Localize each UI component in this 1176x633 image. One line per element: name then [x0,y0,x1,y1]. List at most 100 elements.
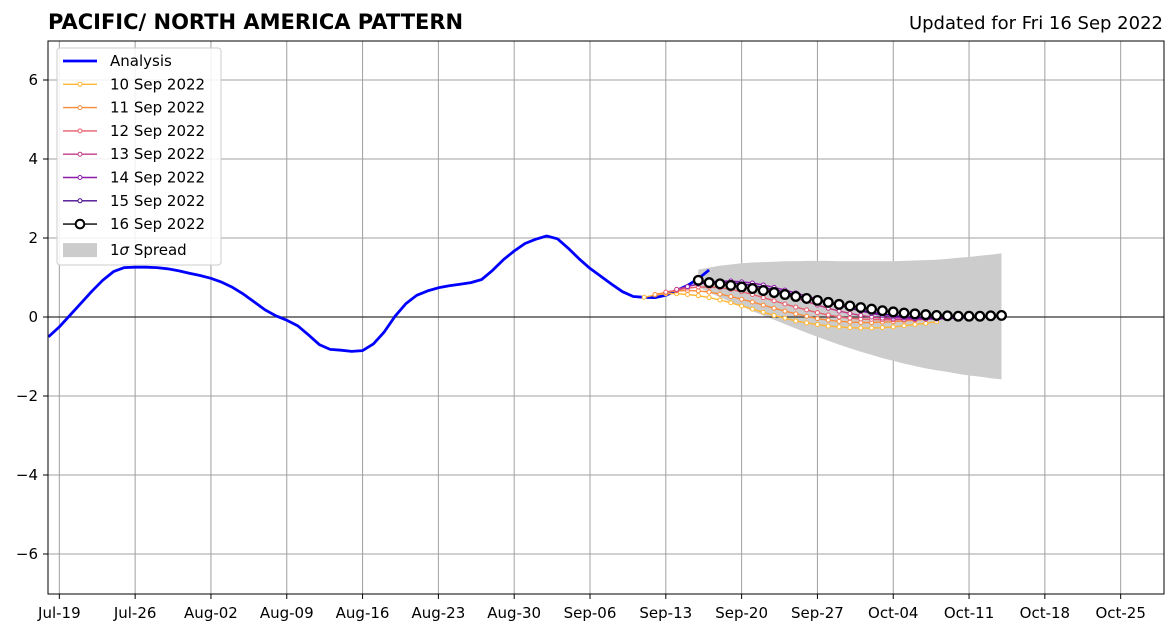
series-layer [47,234,1007,353]
legend-label: 10 Sep 2022 [110,75,205,93]
current-forecast-point [855,302,867,313]
analysis-line [47,234,710,353]
current-forecast-point [844,300,856,312]
current-forecast-point [757,285,769,296]
y-tick-label: 4 [28,150,38,168]
forecast-point [804,320,810,326]
forecast-point [858,325,864,331]
legend-box [56,47,222,266]
current-forecast-point [822,296,834,308]
forecast-point [814,316,820,322]
forecast-point [760,295,766,301]
forecast-point [836,324,842,330]
forecast-point [717,291,723,297]
legend-swatch-spread [63,243,97,258]
forecast-point [847,310,853,316]
x-tick-label: Sep-13 [639,604,692,622]
current-forecast-point [931,309,943,321]
legend-swatch-marker [77,198,83,204]
forecast-point [739,296,745,302]
forecast-point [782,308,788,314]
forecast-point [641,294,647,300]
current-forecast-point [790,291,802,302]
legend-swatch-current-marker [74,218,86,230]
x-tick-label: Sep-06 [564,604,617,622]
current-forecast-series [692,274,1007,322]
current-forecast-point [833,298,845,310]
legend-label-spread: 1σ Spread [110,241,187,259]
forecast-point [749,299,755,305]
chart-subtitle: Updated for Fri 16 Sep 2022 [909,13,1163,34]
spread-label-sigma: σ [120,241,130,259]
legend-swatch-marker [77,81,83,87]
forecast-point [825,323,831,329]
current-forecast-point [909,308,921,320]
forecast-point [847,315,853,321]
forecast-point [771,312,777,318]
current-forecast-point [963,310,975,322]
x-tick-label: Jul-19 [37,604,81,622]
x-tick-label: Aug-16 [336,604,390,622]
forecast-point [836,318,842,324]
current-forecast-point [779,289,791,300]
forecast-point [793,318,799,324]
forecast-point [749,306,755,312]
current-forecast-point [747,283,758,295]
forecast-point [717,297,723,303]
y-tick-label: −6 [16,545,38,563]
legend-label: 11 Sep 2022 [110,99,205,117]
current-forecast-point [801,292,813,304]
x-tick-label: Aug-30 [487,604,541,622]
forecast-point [879,325,885,331]
current-forecast-point [876,305,888,317]
forecast-point [663,289,669,295]
forecast-point [684,291,690,297]
forecast-point [804,307,810,313]
current-forecast-point [920,309,932,321]
current-forecast-point [714,278,726,290]
forecast-line [698,281,991,319]
y-tick-label: 2 [28,229,38,247]
forecast-point [706,295,712,301]
current-forecast-point [866,303,878,315]
current-forecast-point [898,307,910,319]
legend-label: 12 Sep 2022 [110,122,205,140]
forecast-point [825,317,831,323]
x-tick-label: Aug-02 [184,604,238,622]
forecast-point [695,288,701,294]
x-tick-label: Jul-26 [113,604,157,622]
current-forecast-point [887,306,899,318]
forecast-point [793,311,799,317]
forecast-point [814,310,820,316]
legend-swatch-marker [77,175,83,180]
chart-title: PACIFIC/ NORTH AMERICA PATTERN [48,10,463,34]
forecast-point [695,293,701,299]
forecast-point [836,314,842,320]
forecast-point [782,301,788,307]
current-forecast-point [996,309,1007,321]
x-tick-label: Sep-20 [715,604,768,622]
forecast-point [869,325,875,331]
forecast-point [793,304,799,310]
x-tick-label: Aug-09 [260,604,314,622]
forecast-point [804,313,810,319]
spread-label-prefix: 1 [110,241,120,259]
forecast-point [912,322,918,328]
current-forecast-point [974,310,986,322]
forecast-point [684,284,690,290]
y-tick-label: −2 [16,387,38,405]
forecast-point [771,305,777,311]
forecast-point [814,322,820,328]
current-forecast-point [985,310,997,322]
forecast-point [923,320,929,326]
x-tick-label: Oct-04 [868,604,918,622]
forecast-point [782,315,788,321]
x-tick-label: Oct-11 [944,604,994,622]
forecast-point [771,298,777,304]
legend: Analysis 10 Sep 2022 11 Sep 2022 12 Sep 202… [56,47,222,266]
y-tick-label: 0 [28,308,38,326]
current-forecast-point [725,279,737,291]
forecast-point [890,324,896,330]
forecast-line [654,289,948,324]
